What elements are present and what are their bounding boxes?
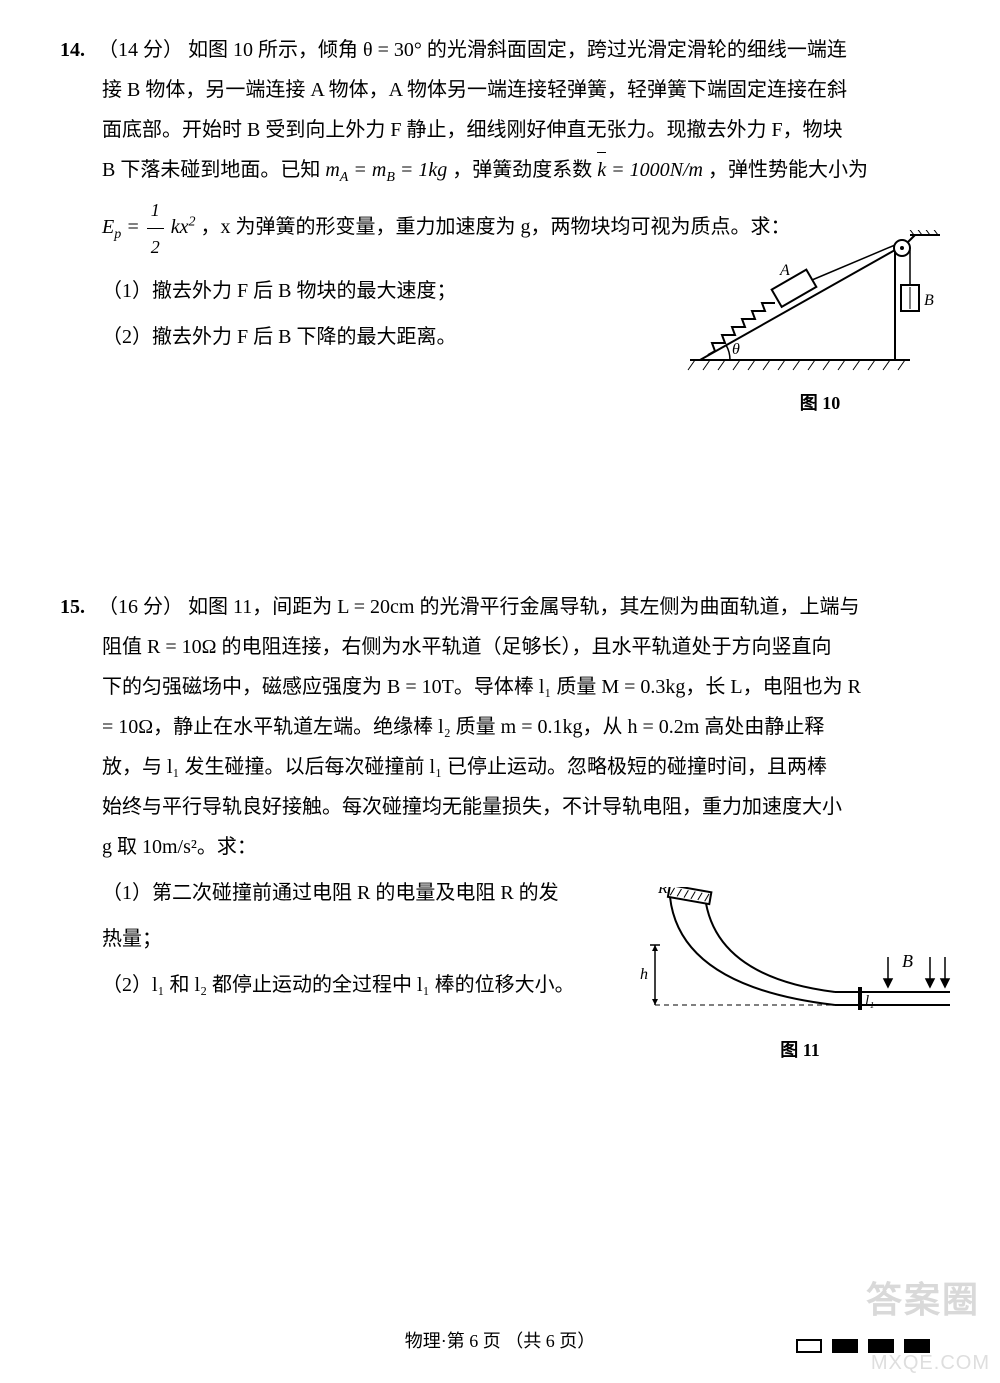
- problem-15-line2: 阻值 R = 10Ω 的电阻连接，右侧为水平轨道（足够长），且水平轨道处于方向竖…: [102, 636, 831, 658]
- problem-15-line1: 如图 11，间距为 L = 20cm 的光滑平行金属导轨，其左侧为曲面轨道，上端…: [188, 596, 859, 618]
- problem-14-line2: 接 B 物体，另一端连接 A 物体，A 物体另一端连接轻弹簧，轻弹簧下端固定连接…: [102, 79, 847, 101]
- problem-15-q2: （2）l₁ 和 l₂ 都停止运动的全过程中 l₁ 棒的位移大小。: [102, 965, 642, 1005]
- figure-10-svg: θ A B: [680, 230, 960, 380]
- problem-15-line4: = 10Ω，静止在水平轨道左端。绝缘棒 l₂ 质量 m = 0.1kg，从 h …: [102, 716, 824, 738]
- figure-10-caption: 图 10: [680, 389, 960, 415]
- mark-filled-3: [904, 1339, 930, 1353]
- figure-11-caption: 图 11: [640, 1036, 960, 1062]
- footer-marks: [796, 1339, 930, 1353]
- figure-11-svg: R l₁ h B: [640, 887, 960, 1027]
- figure-11-l1: l₁: [865, 993, 874, 1009]
- problem-14-line4a: B 下落未碰到地面。已知: [102, 159, 325, 181]
- problem-14-number: 14.: [60, 39, 85, 61]
- problem-14: 14. （14 分） 如图 10 所示，倾角 θ = 30° 的光滑斜面固定，跨…: [60, 30, 940, 357]
- problem-14-line3: 面底部。开始时 B 受到向上外力 F 静止，细线刚好伸直无张力。现撤去外力 F，…: [102, 119, 843, 141]
- problem-14-line1: 如图 10 所示，倾角 θ = 30° 的光滑斜面固定，跨过光滑定滑轮的细线一端…: [188, 39, 847, 61]
- problem-14-fraction: 12: [147, 192, 164, 265]
- mark-filled-1: [832, 1339, 858, 1353]
- problem-14-line4b: ，弹簧劲度系数: [452, 159, 597, 181]
- problem-14-line4c: ，弹性势能大小为: [708, 159, 868, 181]
- problem-14-mAmB: mA = mB = 1kg: [325, 159, 447, 181]
- problem-15-q1a: （1）第二次碰撞前通过电阻 R 的电量及电阻 R 的发: [102, 873, 642, 913]
- figure-11-R: R: [657, 887, 668, 897]
- figure-11-h: h: [640, 966, 648, 983]
- mark-open: [796, 1339, 822, 1353]
- figure-10: θ A B: [680, 230, 960, 415]
- mark-filled-2: [868, 1339, 894, 1353]
- problem-15-line6: 始终与平行导轨良好接触。每次碰撞均无能量损失，不计导轨电阻，重力加速度大小: [102, 796, 842, 818]
- problem-15-number: 15.: [60, 596, 85, 618]
- watermark-1: 答案圈: [866, 1271, 980, 1323]
- problem-14-Ep: Ep =: [102, 216, 145, 238]
- problem-14-points: （14 分）: [98, 39, 183, 61]
- problem-15-line5: 放，与 l₁ 发生碰撞。以后每次碰撞前 l₁ 已停止运动。忽略极短的碰撞时间，且…: [102, 756, 827, 778]
- problem-15-points: （16 分）: [98, 596, 183, 618]
- watermark-2: MXQE.COM: [871, 1352, 990, 1375]
- figure-11: R l₁ h B 图 11: [640, 887, 960, 1062]
- problem-14-k: k = 1000N/m: [597, 159, 703, 181]
- problem-14-kx2: kx2: [171, 216, 196, 238]
- problem-15-line3: 下的匀强磁场中，磁感应强度为 B = 10T。导体棒 l₁ 质量 M = 0.3…: [102, 676, 861, 698]
- problem-15: 15. （16 分） 如图 11，间距为 L = 20cm 的光滑平行金属导轨，…: [60, 587, 940, 1005]
- problem-15-line7: g 取 10m/s²。求：: [102, 836, 257, 858]
- figure-10-A: A: [779, 262, 790, 279]
- figure-11-B: B: [902, 951, 913, 971]
- figure-10-B: B: [924, 292, 934, 309]
- figure-10-theta: θ: [732, 341, 740, 358]
